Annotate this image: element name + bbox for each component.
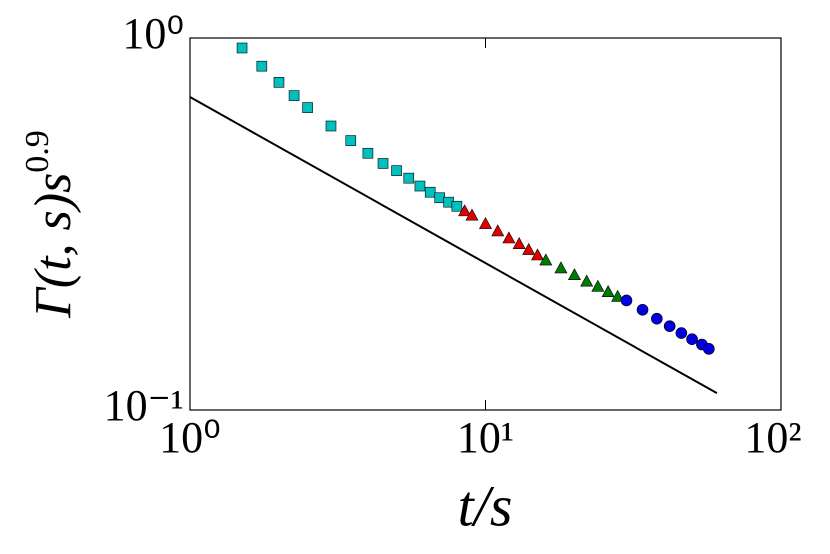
triangle-marker	[601, 285, 615, 297]
square-marker	[345, 135, 357, 146]
circle-marker	[686, 333, 698, 345]
circle-marker	[620, 294, 633, 307]
circle-marker	[675, 327, 688, 339]
square-marker	[391, 165, 402, 176]
square-marker	[256, 60, 268, 72]
square-marker	[325, 120, 337, 132]
y-axis-label-text: Γ(t, s)s	[25, 173, 82, 319]
x-tick-label: 10¹	[457, 413, 514, 462]
triangle-marker	[591, 279, 605, 292]
triangle-marker	[522, 242, 536, 255]
triangle-marker	[539, 253, 553, 266]
square-marker	[451, 200, 463, 212]
square-marker	[434, 192, 446, 204]
triangle-marker	[465, 208, 479, 221]
square-marker	[273, 77, 285, 88]
circle-marker	[703, 343, 715, 355]
triangle-marker	[478, 216, 493, 229]
circle-marker	[651, 312, 663, 325]
square-marker	[424, 186, 436, 198]
y-tick-label: 10⁻¹	[104, 381, 184, 430]
square-marker	[414, 180, 426, 192]
square-marker	[377, 158, 389, 169]
triangle-marker	[491, 224, 505, 237]
triangle-marker	[458, 204, 472, 217]
reference-line	[189, 96, 718, 395]
triangle-marker	[567, 268, 581, 281]
x-axis-label: t/s	[458, 473, 513, 538]
triangle-marker	[554, 261, 568, 274]
triangle-marker	[531, 248, 545, 261]
triangle-marker	[580, 274, 594, 287]
square-marker	[288, 90, 300, 101]
triangle-marker	[512, 237, 526, 249]
circle-marker	[663, 320, 676, 332]
x-tick-label: 10²	[744, 413, 801, 462]
y-axis-label-exponent: 0.9	[19, 130, 56, 173]
y-tick-label: 10⁰	[122, 9, 184, 58]
x-tick-label: 10⁰	[159, 413, 221, 462]
y-axis-label: Γ(t, s)s0.9	[19, 130, 82, 319]
circle-marker	[636, 303, 649, 316]
square-marker	[302, 102, 313, 113]
square-marker	[362, 147, 374, 159]
square-marker	[236, 42, 248, 54]
triangle-marker	[611, 289, 625, 302]
square-marker	[403, 172, 415, 184]
triangle-marker	[502, 231, 516, 244]
